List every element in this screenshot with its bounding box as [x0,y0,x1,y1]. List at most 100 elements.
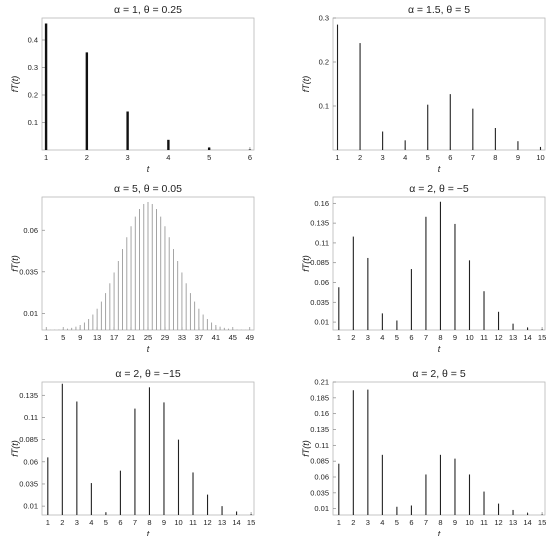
x-axis-label: t [438,529,441,536]
y-tick-label: 0.035 [310,488,329,497]
chart-title: α = 2, θ = 5 [412,368,466,380]
x-tick-label: 5 [395,518,399,527]
x-axis-label: t [438,164,441,174]
y-tick-label: 0.035 [310,298,329,307]
x-tick-label: 4 [166,153,170,162]
y-tick-label: 0.06 [23,226,38,235]
x-tick-label: 7 [471,153,475,162]
x-tick-label: 10 [465,333,473,342]
y-tick-label: 0.11 [24,413,38,422]
plot-frame [41,381,255,516]
x-tick-label: 15 [538,333,546,342]
x-tick-label: 14 [523,333,531,342]
plot-frame [332,381,546,516]
x-tick-label: 12 [203,518,211,527]
chart-title: α = 2, θ = −15 [115,368,180,380]
plot-frame [41,17,255,151]
x-tick-label: 10 [174,518,182,527]
x-tick-label: 1 [46,518,50,527]
x-tick-label: 5 [104,518,108,527]
x-tick-label: 6 [448,153,452,162]
x-tick-label: 10 [536,153,544,162]
x-tick-label: 9 [453,333,457,342]
x-tick-label: 4 [89,518,93,527]
x-tick-label: 14 [232,518,240,527]
y-tick-label: 0.135 [310,425,329,434]
x-tick-label: 8 [438,518,442,527]
x-tick-label: 6 [248,153,252,162]
y-tick-label: 0.085 [19,435,38,444]
x-tick-label: 12 [494,333,502,342]
x-tick-label: 3 [366,333,370,342]
x-tick-label: 6 [409,333,413,342]
x-tick-label: 11 [480,518,488,527]
plot-frame [332,196,546,331]
x-tick-label: 1 [337,333,341,342]
x-tick-label: 5 [426,153,430,162]
y-tick-label: 0.3 [28,63,38,72]
y-tick-label: 0.11 [315,441,329,450]
plot-frame [332,17,546,151]
y-tick-label: 0.035 [19,267,38,276]
y-tick-label: 0.085 [310,258,329,267]
x-tick-label: 7 [424,518,428,527]
x-tick-label: 15 [538,518,546,527]
y-tick-label: 0.21 [314,378,329,387]
x-tick-label: 1 [44,333,48,342]
x-tick-label: 3 [381,153,385,162]
x-tick-label: 5 [395,333,399,342]
chart-panel-2: α = 1.5, θ = 5 fT(t) t 0.1 0.2 0.3 1 2 3 4 5 6 7 8 9 10 [301,4,546,174]
y-tick-label: 0.01 [314,318,329,327]
y-tick-label: 0.06 [314,278,329,287]
x-tick-label: 33 [178,333,186,342]
y-tick-label: 0.01 [314,504,329,513]
x-tick-label: 2 [351,333,355,342]
chart-panel-3: α = 5, θ = 0.05 fT(t) t 0.01 0.035 0.06 1 5 9 13 1… [10,183,255,354]
y-tick-label: 0.01 [23,309,38,318]
x-axis-label: t [438,344,441,354]
y-tick-label: 0.06 [23,457,38,466]
x-tick-label: 21 [127,333,135,342]
x-tick-label: 41 [212,333,220,342]
x-tick-label: 12 [494,518,502,527]
x-tick-label: 2 [358,153,362,162]
x-tick-label: 5 [207,153,211,162]
x-tick-label: 8 [147,518,151,527]
y-axis-label: fT(t) [10,440,20,457]
x-axis-label: t [147,529,150,536]
x-tick-label: 9 [78,333,82,342]
x-tick-label: 4 [403,153,407,162]
chart-panel-1: α = 1, θ = 0.25 fT(t) t 0.1 0.2 0.3 0.4 1 2 3 4 5 6 [10,4,255,174]
y-tick-label: 0.16 [314,409,329,418]
x-tick-label: 13 [218,518,226,527]
y-tick-label: 0.1 [28,118,38,127]
x-tick-label: 17 [110,333,118,342]
x-tick-label: 1 [44,153,48,162]
y-tick-label: 0.11 [315,238,329,247]
x-tick-label: 14 [523,518,531,527]
x-tick-label: 29 [161,333,169,342]
x-tick-label: 7 [424,333,428,342]
chart-title: α = 1, θ = 0.25 [114,4,182,16]
y-tick-label: 0.185 [310,393,329,402]
y-tick-label: 0.085 [310,457,329,466]
x-tick-label: 6 [118,518,122,527]
x-tick-label: 10 [465,518,473,527]
x-tick-label: 15 [247,518,255,527]
chart-title: α = 1.5, θ = 5 [408,4,470,16]
x-tick-label: 9 [453,518,457,527]
y-tick-label: 0.135 [310,219,329,228]
y-tick-label: 0.4 [28,36,38,45]
chart-title: α = 5, θ = 0.05 [114,183,182,195]
x-tick-label: 13 [509,518,517,527]
chart-title: α = 2, θ = −5 [409,183,469,195]
x-tick-label: 3 [126,153,130,162]
x-tick-label: 8 [493,153,497,162]
x-tick-label: 13 [509,333,517,342]
x-tick-label: 8 [438,333,442,342]
x-tick-label: 11 [480,333,488,342]
y-tick-label: 0.01 [23,502,38,511]
x-tick-label: 45 [229,333,237,342]
x-tick-label: 3 [366,518,370,527]
